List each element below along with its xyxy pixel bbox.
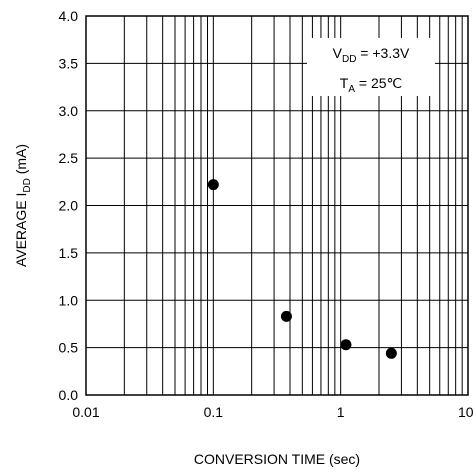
y-tick-label: 1.0 xyxy=(59,292,79,308)
y-tick-label: 0.5 xyxy=(59,340,79,356)
annotation-vdd: VDD = +3.3V xyxy=(333,45,410,65)
y-axis-title-prefix: AVERAGE I xyxy=(13,193,29,267)
annotation-vdd-sub: DD xyxy=(342,54,356,65)
annotation-vdd-main: V xyxy=(333,45,343,61)
annotation-ta-rest: = 25℃ xyxy=(355,75,402,91)
y-tick-label: 3.5 xyxy=(59,55,79,71)
data-point xyxy=(207,179,219,191)
tick-labels: 0.0 0.5 1.0 1.5 2.0 2.5 3.0 3.5 4.0 0.01 0.1 1 10 xyxy=(59,8,474,420)
y-tick-label: 2.5 xyxy=(59,150,79,166)
y-tick-label: 2.0 xyxy=(59,198,79,214)
annotation-vdd-rest: = +3.3V xyxy=(356,45,410,61)
y-tick-label: 0.0 xyxy=(59,387,79,403)
data-point xyxy=(340,339,352,351)
y-axis-title-sub: DD xyxy=(22,178,33,192)
x-tick-label: 10 xyxy=(458,404,474,420)
data-point xyxy=(280,310,292,322)
annotation-ta-sub: A xyxy=(348,84,355,95)
annotation-box: VDD = +3.3V TA = 25℃ xyxy=(307,38,435,96)
data-points xyxy=(207,179,397,359)
annotation-background xyxy=(307,38,435,96)
annotation-ta: TA = 25℃ xyxy=(340,75,402,95)
y-tick-label: 3.0 xyxy=(59,103,79,119)
data-point xyxy=(385,347,397,359)
plot-frame xyxy=(85,15,469,396)
x-tick-label: 1 xyxy=(337,404,345,420)
y-tick-label: 1.5 xyxy=(59,245,79,261)
y-axis-title: AVERAGE IDD (mA) xyxy=(13,144,33,267)
x-tick-label: 0.01 xyxy=(72,404,99,420)
annotation-ta-main: T xyxy=(340,75,349,91)
x-tick-label: 0.1 xyxy=(204,404,224,420)
grid xyxy=(86,16,468,395)
y-axis-title-suffix: (mA) xyxy=(13,144,29,178)
y-tick-label: 4.0 xyxy=(59,8,79,24)
x-axis-title: CONVERSION TIME (sec) xyxy=(194,451,360,467)
